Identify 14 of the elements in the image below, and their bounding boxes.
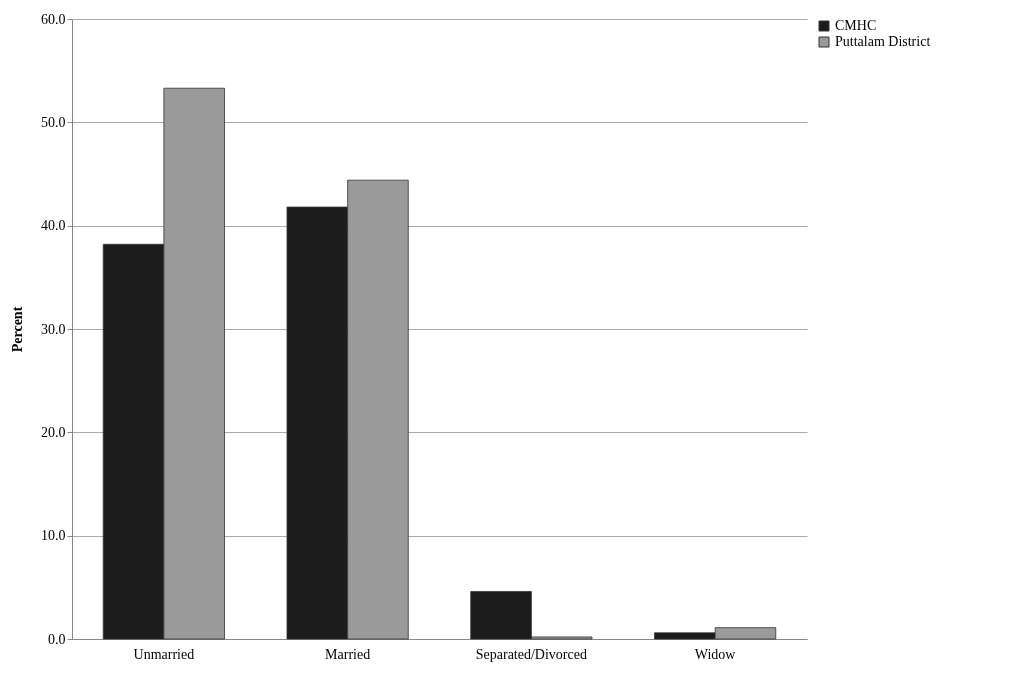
x-tick-label: Widow [694, 646, 737, 662]
y-tick-label: 30.0 [41, 321, 66, 337]
y-tick-label: 20.0 [41, 424, 66, 440]
legend-label: Puttalam District [835, 34, 931, 49]
x-tick-label: Separated/Divorced [475, 646, 587, 662]
x-tick-label: Married [325, 646, 371, 662]
legend-label: CMHC [835, 18, 877, 33]
y-axis-title: Percent [10, 306, 25, 353]
x-tick-label: Unmarried [133, 646, 195, 662]
y-tick-label: 10.0 [41, 528, 66, 544]
y-tick-label: 60.0 [41, 11, 66, 27]
y-tick-label: 0.0 [48, 631, 66, 647]
y-tick-label: 40.0 [41, 218, 66, 234]
y-tick-label: 50.0 [41, 114, 66, 130]
